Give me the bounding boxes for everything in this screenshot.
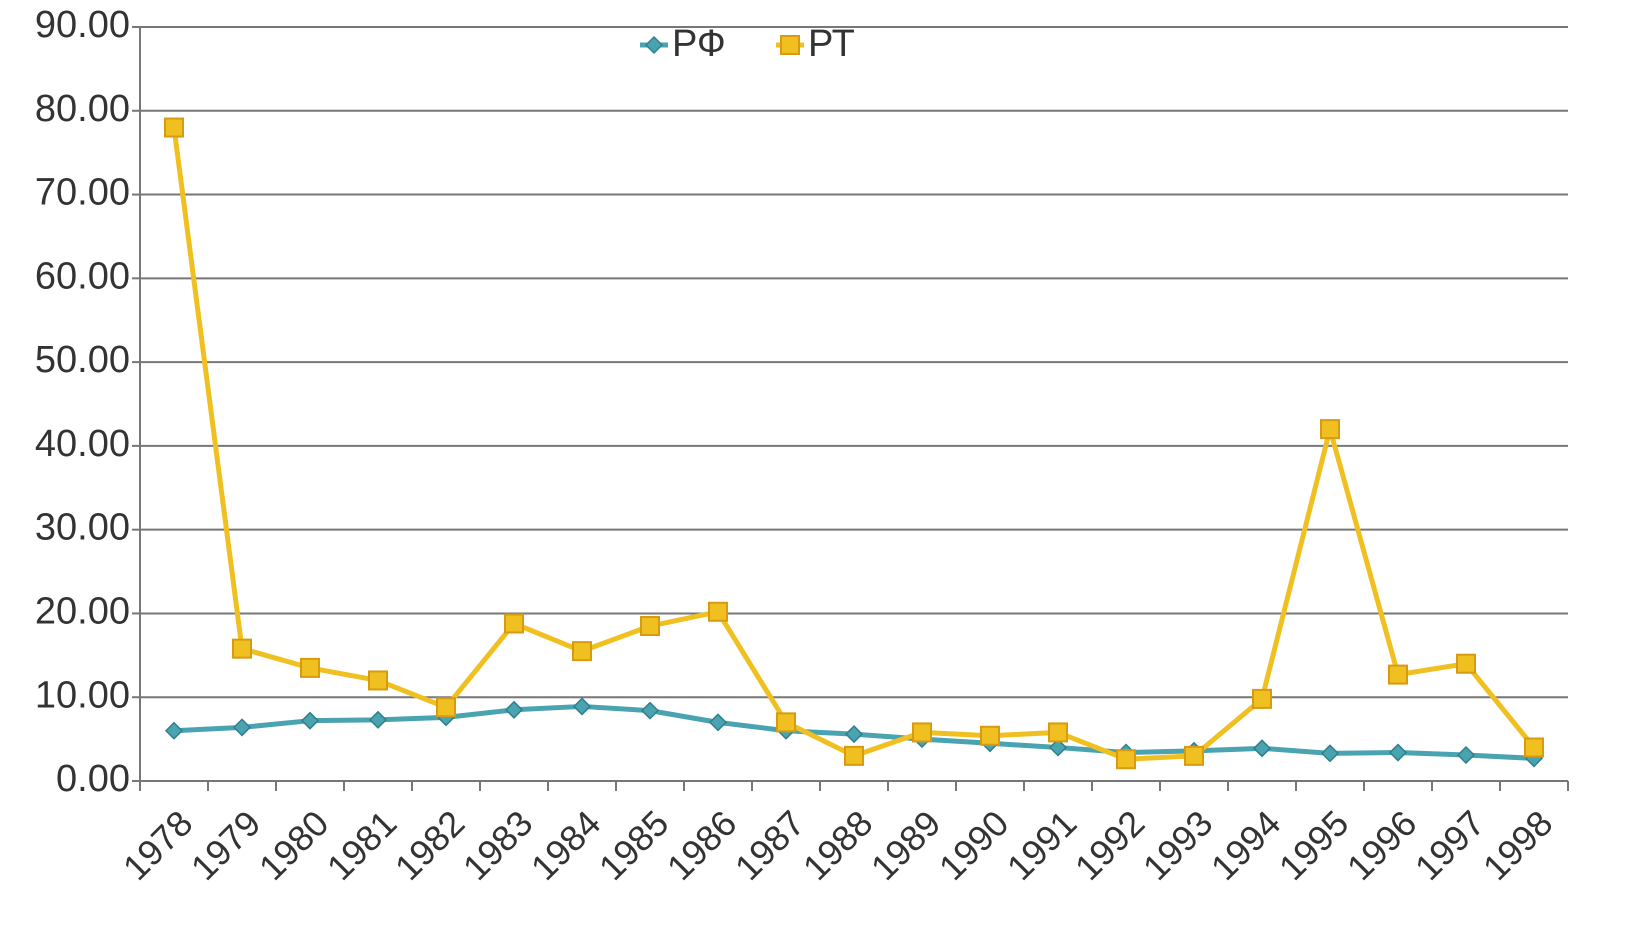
point (1388, 664, 1408, 685)
series-line (171, 127, 1536, 762)
x-tick-label: 1984 (523, 802, 609, 888)
point (708, 713, 728, 732)
x-tick-label: 1996 (1339, 802, 1425, 888)
point (1252, 739, 1272, 758)
point (232, 718, 252, 737)
point (1388, 743, 1408, 762)
x-tick-label: 1988 (795, 802, 881, 888)
point (776, 712, 796, 733)
point (708, 601, 728, 622)
y-tick-label: 90.00 (35, 4, 130, 46)
x-tick-label: 1978 (115, 802, 201, 888)
point (1320, 744, 1340, 763)
point (1048, 738, 1068, 757)
point (504, 700, 524, 719)
y-tick-label: 60.00 (35, 255, 130, 297)
point (436, 697, 456, 718)
x-tick-label: 1980 (251, 802, 337, 888)
x-tick-label: 1985 (591, 802, 677, 888)
legend-label: РФ (672, 23, 726, 65)
point (844, 725, 864, 744)
x-tick-label: 1981 (319, 802, 405, 888)
x-tick-label: 1993 (1135, 802, 1221, 888)
x-tick-label: 1998 (1475, 802, 1561, 888)
x-tick-label: 1982 (387, 802, 473, 888)
point (640, 616, 660, 637)
point (844, 745, 864, 766)
point (1456, 745, 1476, 765)
y-tick-label: 10.00 (35, 674, 130, 716)
y-tick-label: 70.00 (35, 172, 130, 214)
point (1252, 688, 1272, 709)
point (164, 721, 184, 740)
x-tick-label: 1992 (1067, 802, 1153, 888)
x-tick-label: 1995 (1271, 802, 1357, 888)
y-tick-label: 0.00 (56, 758, 130, 800)
point (1456, 653, 1476, 674)
point (980, 725, 1000, 746)
x-tick-label: 1987 (727, 802, 813, 888)
point (300, 711, 320, 730)
x-tick-label: 1997 (1407, 802, 1493, 888)
point (368, 670, 388, 691)
y-tick-label: 40.00 (35, 423, 130, 465)
x-tick-label: 1994 (1203, 802, 1289, 888)
x-tick-label: 1991 (999, 802, 1085, 888)
y-tick-label: 50.00 (35, 339, 130, 381)
point (1184, 745, 1204, 766)
legend-label: РТ (808, 23, 855, 65)
x-tick-label: 1989 (863, 802, 949, 888)
x-tick-label: 1986 (659, 802, 745, 888)
point (572, 641, 592, 662)
x-tick-label: 1990 (931, 802, 1017, 888)
point (368, 710, 388, 729)
point (1524, 737, 1544, 758)
x-tick-label: 1983 (455, 802, 541, 888)
legend-swatch (780, 35, 800, 55)
point (300, 657, 320, 678)
point (164, 117, 184, 138)
legend-swatch (644, 35, 664, 55)
x-tick-label: 1979 (183, 802, 269, 888)
y-tick-label: 20.00 (35, 590, 130, 632)
point (1048, 722, 1068, 743)
point (572, 697, 592, 716)
point (504, 613, 524, 634)
point (1320, 419, 1340, 440)
point (1116, 749, 1136, 770)
point (912, 722, 932, 743)
point (232, 638, 252, 659)
y-tick-label: 30.00 (35, 507, 130, 549)
y-tick-label: 80.00 (35, 88, 130, 130)
point (640, 701, 660, 720)
